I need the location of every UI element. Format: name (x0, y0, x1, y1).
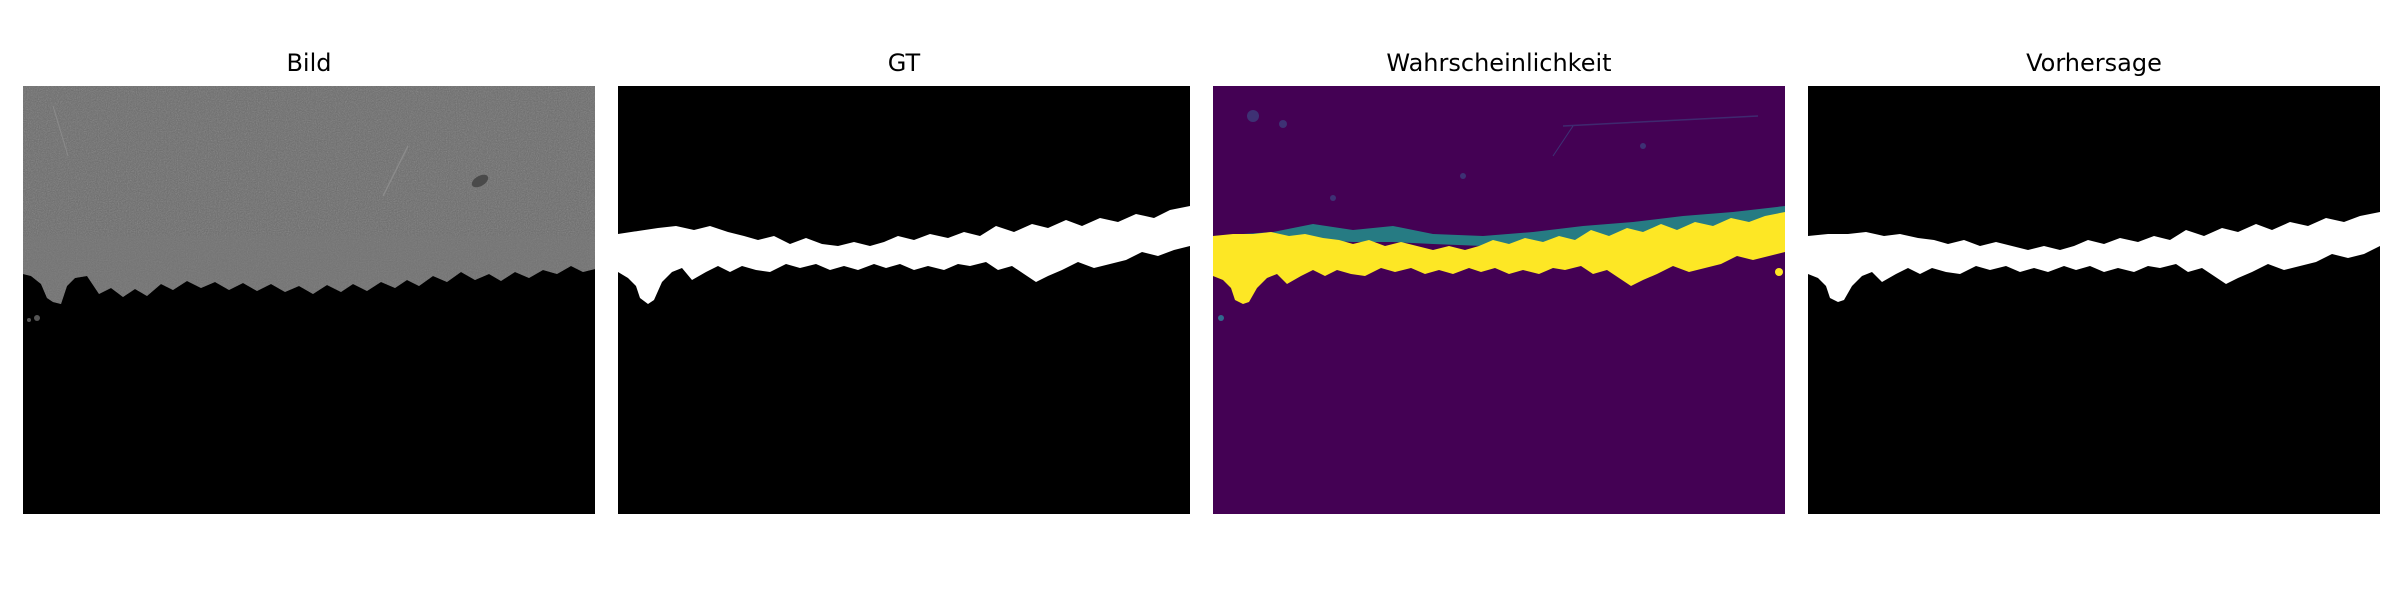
gt-mask (618, 86, 1190, 514)
panel-probability-map (1213, 86, 1785, 514)
panel-title-bild: Bild (286, 49, 332, 77)
bild-image (23, 86, 595, 514)
panel-title-gt: GT (887, 49, 921, 77)
panel-title-vorhersage: Vorhersage (2026, 49, 2162, 77)
probability-map (1213, 86, 1785, 514)
panel-gt-mask (618, 86, 1190, 514)
panel-title-wahrscheinlichkeit: Wahrscheinlichkeit (1386, 49, 1612, 77)
prediction-mask (1808, 86, 2380, 514)
panel-prediction-mask (1808, 86, 2380, 514)
panel-bild-image (23, 86, 595, 514)
